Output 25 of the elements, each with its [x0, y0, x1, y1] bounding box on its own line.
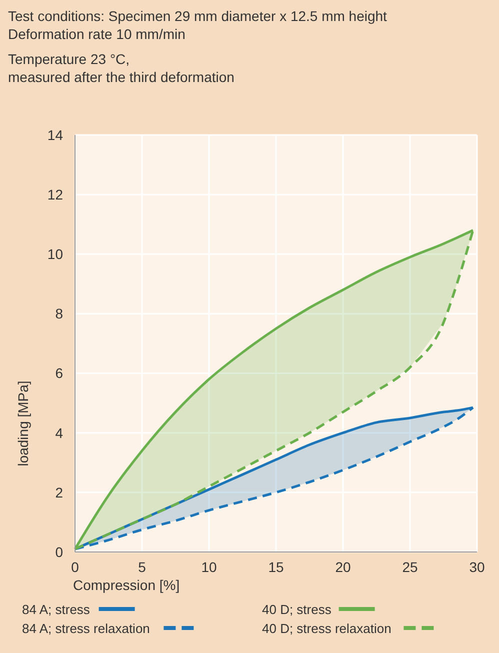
x-tick-label: 15: [268, 559, 284, 575]
y-tick-label: 12: [47, 186, 64, 202]
y-tick-label: 4: [55, 424, 64, 441]
chart-subtitle: Deformation rate 10 mm/min: [8, 26, 186, 42]
text: measured after the third deformation: [8, 69, 234, 85]
legend-label: 40 D; stress relaxation: [262, 621, 392, 636]
text: Temperature 23 °C,: [8, 51, 130, 67]
x-tick-label: 20: [335, 559, 351, 575]
y-tick-label: 8: [55, 306, 64, 322]
x-tick-label: 25: [402, 559, 418, 575]
x-tick-label: 30: [469, 559, 485, 575]
x-axis-title: Compression [%]: [73, 577, 180, 593]
y-tick-label: 14: [47, 126, 64, 143]
y-tick-label: 0: [55, 544, 64, 560]
chart-title: Test conditions: Specimen 29 mm diameter x 12.5 mm height: [8, 8, 388, 24]
legend-label: 40 D; stress: [262, 602, 332, 617]
x-tick-label: 10: [201, 559, 217, 575]
legend-label: 84 A; stress: [22, 602, 90, 617]
x-tick-label: 5: [138, 559, 146, 575]
x-tick-label: 0: [71, 559, 80, 575]
legend-label: 84 A; stress relaxation: [22, 621, 150, 636]
y-axis-title: loading [MPa]: [15, 380, 31, 466]
y-tick-label: 6: [55, 365, 64, 382]
y-tick-label: 2: [55, 484, 64, 500]
y-tick-label: 10: [47, 246, 64, 262]
